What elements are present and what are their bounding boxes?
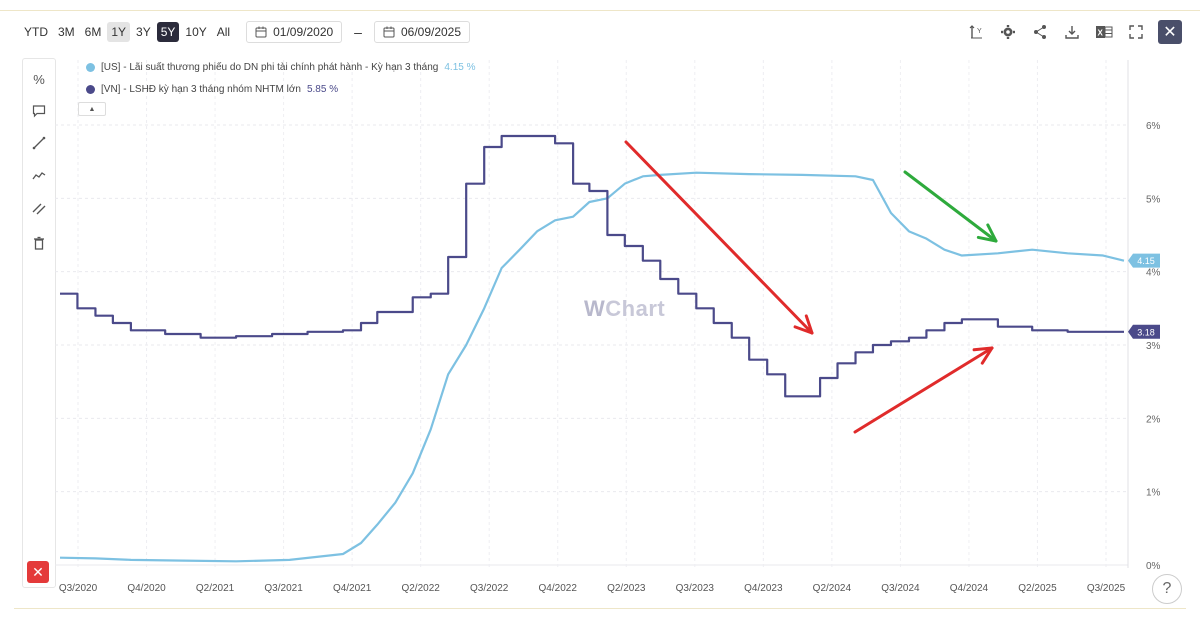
close-icon[interactable]: ✕	[27, 561, 49, 583]
red-arrow-down	[624, 140, 814, 335]
wichart-watermark: WChart	[584, 296, 666, 321]
annotation-arrows	[624, 140, 998, 434]
range-3y[interactable]: 3Y	[136, 25, 151, 39]
x-tick-label: Q4/2022	[539, 583, 578, 594]
top-border	[0, 10, 1200, 11]
compare-icon[interactable]: Y	[966, 22, 986, 42]
legend-label-vn: [VN] - LSHĐ kỳ hạn 3 tháng nhóm NHTM lớn	[101, 83, 301, 95]
end-label-badge	[1128, 253, 1160, 268]
svg-text:Y: Y	[977, 28, 982, 35]
series-line-vn	[60, 134, 1124, 398]
date-from-field[interactable]: 01/09/2020	[246, 21, 343, 43]
x-tick-label: Q4/2020	[127, 583, 166, 594]
download-icon[interactable]	[1062, 22, 1082, 42]
drawing-sidebar: % ✕	[22, 58, 56, 588]
red-arrow-up-shaft	[853, 346, 994, 434]
legend-item-us[interactable]: [US] - Lãi suất thương phiếu do DN phi t…	[86, 56, 476, 78]
end-label-text: 4.15	[1137, 256, 1155, 266]
legend: [US] - Lãi suất thương phiếu do DN phi t…	[86, 56, 476, 100]
red-arrow-up	[853, 346, 994, 434]
excel-icon[interactable]: X	[1094, 22, 1114, 42]
x-tick-label: Q4/2024	[950, 583, 989, 594]
parallel-lines-icon[interactable]	[29, 199, 49, 219]
range-all[interactable]: All	[216, 25, 231, 39]
grid-lines	[55, 60, 1129, 568]
end-label-text: 3.18	[1137, 327, 1155, 337]
x-tick-label: Q3/2022	[470, 583, 509, 594]
date-from-value: 01/09/2020	[273, 25, 334, 39]
legend-dot-vn	[86, 84, 95, 94]
x-tick-label: Q3/2025	[1087, 583, 1126, 594]
range-3m[interactable]: 3M	[58, 25, 75, 39]
legend-value-us: 4.15 %	[444, 61, 476, 73]
close-icon[interactable]: ✕	[1158, 20, 1182, 44]
green-arrow-down	[903, 170, 998, 243]
red-arrow-down-head-b	[804, 314, 814, 335]
fullscreen-icon[interactable]	[1126, 22, 1146, 42]
x-tick-labels: Q3/2020 Q4/2020 Q2/2021 Q3/2021 Q4/2021 Q2/20…	[59, 583, 1126, 594]
trend-icon[interactable]	[29, 166, 49, 186]
legend-dot-us	[86, 62, 95, 72]
range-ytd[interactable]: YTD	[24, 25, 48, 39]
svg-text:X: X	[1098, 29, 1104, 38]
share-icon[interactable]	[1030, 22, 1050, 42]
line-tool-icon[interactable]	[29, 133, 49, 153]
x-tick-label: Q2/2023	[607, 583, 646, 594]
end-value-labels: 4.15 3.18	[1128, 253, 1160, 339]
date-to-value: 06/09/2025	[400, 25, 462, 39]
x-tick-label: Q4/2023	[744, 583, 783, 594]
y-tick-label: 6%	[1146, 121, 1161, 132]
range-10y[interactable]: 10Y	[185, 25, 207, 39]
green-arrow-down-shaft	[903, 170, 998, 243]
percent-icon[interactable]: %	[33, 71, 45, 87]
trash-icon[interactable]	[29, 233, 49, 253]
x-tick-label: Q3/2020	[59, 583, 98, 594]
x-tick-label: Q2/2025	[1018, 583, 1057, 594]
legend-item-vn[interactable]: [VN] - LSHĐ kỳ hạn 3 tháng nhóm NHTM lớn…	[86, 78, 476, 100]
red-arrow-up-head-b	[972, 346, 994, 352]
red-arrow-down-head-a	[793, 325, 814, 335]
y-tick-label: 1%	[1146, 488, 1161, 499]
y-tick-labels: 0% 1% 2% 3% 4% 5% 6%	[1146, 121, 1161, 572]
legend-collapse-button[interactable]: ▲	[78, 102, 106, 116]
y-tick-label: 2%	[1146, 414, 1161, 425]
x-tick-label: Q2/2021	[196, 583, 235, 594]
y-tick-label: 0%	[1146, 561, 1161, 572]
y-tick-label: 3%	[1146, 341, 1161, 352]
calendar-icon	[255, 26, 267, 38]
range-6m[interactable]: 6M	[84, 25, 102, 39]
red-arrow-down-shaft	[624, 140, 814, 335]
bottom-border	[14, 608, 1186, 609]
x-tick-label: Q3/2021	[264, 583, 303, 594]
range-toolbar: YTD 3M 6M 1Y 3Y 5Y 10Y All 01/09/2020 – …	[20, 20, 471, 44]
gear-icon[interactable]	[998, 22, 1018, 42]
x-tick-label: Q3/2024	[881, 583, 920, 594]
y-tick-label: 5%	[1146, 194, 1161, 205]
x-tick-label: Q2/2024	[813, 583, 852, 594]
range-1y[interactable]: 1Y	[107, 22, 131, 42]
chart-tools: Y X ✕	[966, 20, 1182, 44]
green-arrow-down-head-b	[986, 223, 998, 243]
comment-icon[interactable]	[29, 101, 49, 121]
x-tick-label: Q3/2023	[676, 583, 715, 594]
range-5y[interactable]: 5Y	[156, 22, 180, 42]
red-arrow-up-head-a	[980, 346, 994, 365]
x-tick-label: Q2/2022	[401, 583, 440, 594]
end-label-badge	[1128, 324, 1160, 339]
legend-label-us: [US] - Lãi suất thương phiếu do DN phi t…	[101, 61, 439, 73]
legend-value-vn: 5.85 %	[306, 83, 339, 95]
help-button[interactable]: ?	[1152, 574, 1182, 604]
series-lines	[59, 134, 1125, 563]
calendar-icon	[383, 26, 395, 38]
date-separator: –	[354, 24, 362, 40]
y-tick-label: 4%	[1146, 268, 1161, 279]
date-to-field[interactable]: 06/09/2025	[373, 21, 471, 43]
x-tick-label: Q4/2021	[333, 583, 372, 594]
green-arrow-down-head-a	[976, 235, 998, 243]
series-line-us	[59, 171, 1125, 563]
